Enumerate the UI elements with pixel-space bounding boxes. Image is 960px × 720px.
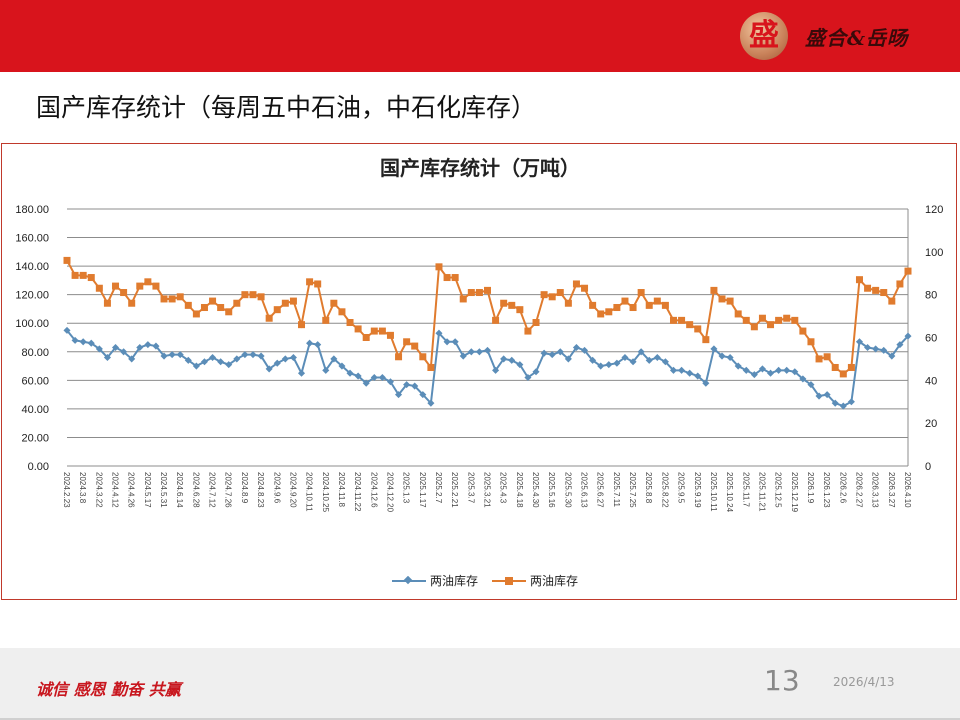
- svg-text:2026.4.10: 2026.4.10: [903, 472, 912, 508]
- svg-text:160.00: 160.00: [15, 233, 49, 245]
- svg-text:2024.7.26: 2024.7.26: [224, 472, 233, 508]
- chart-title: 国产库存统计（万吨）: [380, 156, 580, 180]
- svg-text:2025.4.30: 2025.4.30: [531, 472, 540, 508]
- header-bar: 盛 盛合&岳旸: [0, 0, 960, 72]
- svg-text:2025.8.22: 2025.8.22: [660, 472, 669, 508]
- svg-text:60: 60: [925, 333, 937, 345]
- line-chart: 0.00 20.00 40.00 60.00 80.00 100.00 120.00 140.…: [15, 204, 943, 513]
- svg-text:60.00: 60.00: [21, 375, 49, 387]
- svg-text:2024.9.20: 2024.9.20: [288, 472, 297, 508]
- svg-text:2024.3.22: 2024.3.22: [94, 472, 103, 508]
- svg-text:2026.3.13: 2026.3.13: [871, 472, 880, 508]
- page-title: 国产库存统计（每周五中石油，中石化库存）: [36, 93, 537, 122]
- svg-text:2025.9.5: 2025.9.5: [677, 472, 686, 504]
- svg-text:2024.12.6: 2024.12.6: [369, 472, 378, 508]
- svg-text:2024.10.11: 2024.10.11: [305, 472, 314, 512]
- svg-text:2024.2.23: 2024.2.23: [62, 472, 71, 508]
- svg-text:2025.11.21: 2025.11.21: [757, 472, 766, 512]
- svg-text:2024.8.9: 2024.8.9: [240, 472, 249, 504]
- svg-text:2025.3.21: 2025.3.21: [483, 472, 492, 508]
- svg-text:100.00: 100.00: [15, 318, 49, 330]
- svg-text:2025.5.30: 2025.5.30: [563, 472, 572, 508]
- svg-text:120.00: 120.00: [15, 290, 49, 302]
- svg-text:2025.7.25: 2025.7.25: [628, 472, 637, 508]
- svg-text:2025.6.13: 2025.6.13: [580, 472, 589, 508]
- svg-text:2025.11.7: 2025.11.7: [741, 472, 750, 508]
- company-logo-icon: 盛: [740, 12, 788, 60]
- svg-text:2025.2.7: 2025.2.7: [434, 472, 443, 504]
- svg-text:2024.4.12: 2024.4.12: [111, 472, 120, 508]
- svg-text:2025.2.21: 2025.2.21: [450, 472, 459, 508]
- svg-text:20.00: 20.00: [21, 432, 49, 444]
- svg-text:2024.9.6: 2024.9.6: [272, 472, 281, 504]
- legend-item-blue: 两油库存: [392, 572, 478, 589]
- svg-text:2024.7.12: 2024.7.12: [208, 472, 217, 508]
- svg-text:2024.6.14: 2024.6.14: [175, 472, 184, 508]
- svg-text:100: 100: [925, 247, 943, 259]
- svg-text:2025.6.27: 2025.6.27: [596, 472, 605, 508]
- svg-text:2025.1.17: 2025.1.17: [418, 472, 427, 508]
- svg-text:2025.3.7: 2025.3.7: [466, 472, 475, 504]
- legend-diamond-icon: [392, 575, 426, 584]
- legend-square-icon: [492, 576, 527, 585]
- svg-text:2025.5.16: 2025.5.16: [547, 472, 556, 508]
- legend-label: 两油库存: [430, 574, 479, 588]
- svg-text:120: 120: [925, 204, 943, 216]
- svg-text:2024.6.28: 2024.6.28: [191, 472, 200, 508]
- svg-text:180.00: 180.00: [15, 204, 49, 216]
- svg-text:2025.10.24: 2025.10.24: [725, 472, 734, 513]
- svg-text:2025.7.11: 2025.7.11: [612, 472, 621, 508]
- svg-text:0: 0: [925, 461, 931, 473]
- svg-text:2025.10.11: 2025.10.11: [709, 472, 718, 512]
- svg-text:2024.5.31: 2024.5.31: [159, 472, 168, 508]
- footer-date: 2026/4/13: [833, 675, 895, 689]
- logo-glyph: 盛: [749, 18, 779, 53]
- footer-bar: [0, 648, 960, 720]
- svg-text:2025.12.5: 2025.12.5: [774, 472, 783, 508]
- legend-item-orange: 两油库存: [492, 572, 578, 589]
- svg-text:2026.1.9: 2026.1.9: [806, 472, 815, 504]
- svg-text:2024.11.8: 2024.11.8: [337, 472, 346, 508]
- svg-text:2024.11.22: 2024.11.22: [353, 472, 362, 512]
- svg-text:40.00: 40.00: [21, 404, 49, 416]
- svg-text:140.00: 140.00: [15, 261, 49, 273]
- page-number: 13: [764, 664, 800, 697]
- svg-text:40: 40: [925, 375, 937, 387]
- svg-text:2024.12.20: 2024.12.20: [385, 472, 394, 513]
- chart-legend: 两油库存 两油库存: [392, 572, 578, 589]
- svg-text:2024.3.8: 2024.3.8: [78, 472, 87, 504]
- svg-text:2024.5.17: 2024.5.17: [143, 472, 152, 508]
- svg-text:2025.4.3: 2025.4.3: [499, 472, 508, 504]
- footer-slogan: 诚信 感恩 勤奋 共赢: [36, 680, 181, 699]
- svg-text:2024.8.23: 2024.8.23: [256, 472, 265, 508]
- svg-text:2026.3.27: 2026.3.27: [887, 472, 896, 508]
- svg-text:2026.1.23: 2026.1.23: [822, 472, 831, 508]
- svg-text:2024.10.25: 2024.10.25: [321, 472, 330, 513]
- svg-text:20: 20: [925, 418, 937, 430]
- svg-text:2025.9.19: 2025.9.19: [693, 472, 702, 508]
- svg-text:2024.4.26: 2024.4.26: [127, 472, 136, 508]
- svg-text:80.00: 80.00: [21, 347, 49, 359]
- svg-text:2025.4.18: 2025.4.18: [515, 472, 524, 508]
- brand-text: 盛合&岳旸: [805, 26, 909, 50]
- svg-text:2026.2.6: 2026.2.6: [838, 472, 847, 504]
- svg-text:2025.12.19: 2025.12.19: [790, 472, 799, 513]
- svg-text:2025.8.8: 2025.8.8: [644, 472, 653, 504]
- svg-text:2026.2.27: 2026.2.27: [854, 472, 863, 508]
- svg-text:2025.1.3: 2025.1.3: [402, 472, 411, 504]
- legend-label: 两油库存: [530, 574, 579, 588]
- svg-text:0.00: 0.00: [28, 461, 49, 473]
- svg-text:80: 80: [925, 290, 937, 302]
